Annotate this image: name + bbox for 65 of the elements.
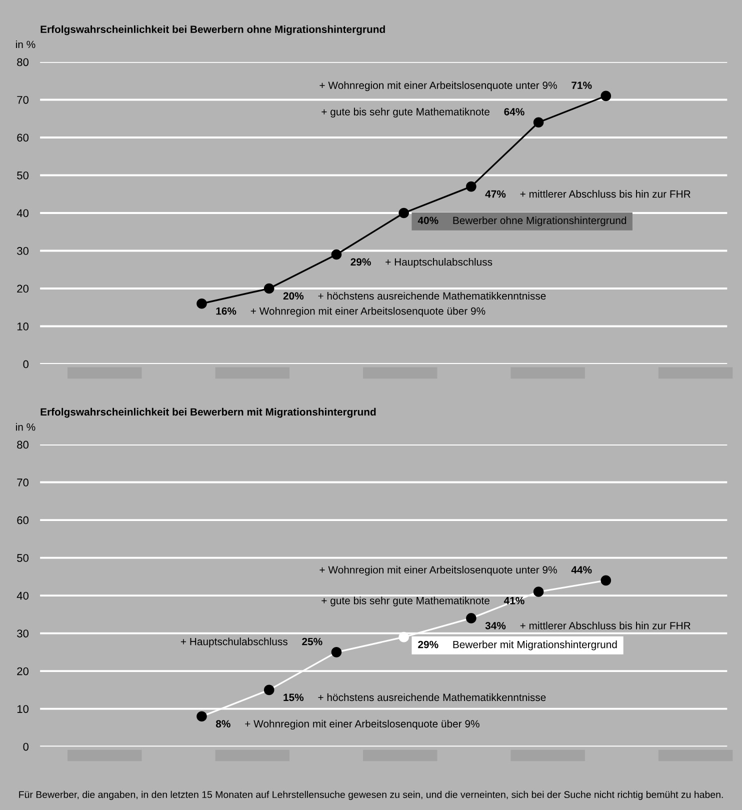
- y-axis-title: in %: [16, 423, 36, 431]
- y-tick-label: 30: [17, 247, 29, 255]
- data-label: 44%: [571, 566, 592, 574]
- point: [533, 586, 544, 597]
- y-tick-label: 30: [17, 630, 29, 638]
- annotation: + Hauptschulabschluss: [386, 258, 492, 268]
- y-axis-title: in %: [16, 40, 36, 48]
- annotation: + mittlerer Abschluss bis hin zur FHR: [520, 622, 690, 630]
- data-label: 29%: [350, 258, 371, 266]
- y-tick-label: 10: [17, 322, 29, 330]
- annotation: + Wohnregion mit einer Arbeitslosenquote über 9%: [250, 307, 486, 317]
- y-tick-label: 70: [17, 96, 29, 104]
- data-label: 15%: [284, 694, 304, 702]
- annotation: Bewerber mit Migrationshintergrund: [453, 640, 617, 650]
- point: [600, 90, 612, 102]
- data-label: 16%: [216, 307, 236, 315]
- annotation: + Hauptschulabschluss: [180, 638, 288, 648]
- data-label: 8%: [216, 720, 230, 728]
- data-label: 34%: [485, 622, 506, 630]
- text: Für Bewerber, die angaben, in den letzten 15 Monaten auf Lehrstellensuche gewesen zu sein, und die verneinten, sich bei der Suche nicht richtig bemüht zu haben.: [19, 790, 723, 800]
- point: [196, 298, 207, 309]
- y-tick-label: 20: [17, 667, 29, 676]
- point: [331, 249, 342, 260]
- annotation: + mittlerer Abschluss bis hin zur FHR: [520, 190, 690, 198]
- y-tick-label: 60: [17, 516, 29, 524]
- y-tick-label: 50: [17, 172, 29, 180]
- y-tick-label: 80: [17, 58, 29, 66]
- y-tick-label: 40: [16, 592, 29, 600]
- y-tick-label: 0: [23, 360, 29, 368]
- annotation: + gute bis sehr gute Mathematiknote: [322, 596, 490, 606]
- annotation: + gute bis sehr gute Mathematiknote: [322, 108, 490, 118]
- y-tick-label: 60: [17, 134, 29, 142]
- data-label: 64%: [504, 108, 524, 116]
- y-tick-label: 10: [17, 705, 29, 713]
- annotation: + Wohnregion mit einer Arbeitslosenquote unter 9%: [320, 566, 557, 576]
- annotation: Bewerber ohne Migrationshintergrund: [453, 216, 626, 226]
- y-tick-label: 50: [17, 554, 29, 562]
- data-label: 71%: [572, 82, 592, 89]
- y-tick-label: 0: [23, 742, 29, 751]
- point: [398, 208, 409, 218]
- data-label: 29%: [418, 640, 438, 648]
- y-tick-label: 20: [17, 284, 29, 293]
- data-label: 40%: [418, 216, 438, 224]
- chart-title: Erfolgswahrscheinlichkeit bei Bewerbern ohne Migrationshintergrund: [40, 25, 385, 36]
- y-tick-label: 40: [16, 209, 29, 218]
- data-label: 20%: [283, 292, 304, 300]
- data-label: 41%: [504, 596, 524, 604]
- point: [600, 575, 612, 586]
- chart-title: Erfolgswahrscheinlichkeit bei Bewerbern mit Migrationshintergrund: [40, 408, 376, 418]
- point: [466, 613, 476, 624]
- data-label: 47%: [485, 190, 506, 198]
- annotation: + Wohnregion mit einer Arbeitslosenquote unter 9%: [320, 81, 557, 92]
- data-label: 25%: [302, 638, 322, 646]
- point: [466, 181, 476, 192]
- y-tick-label: 80: [17, 440, 29, 449]
- y-tick-label: 70: [17, 478, 29, 486]
- point: [331, 647, 342, 658]
- point: [533, 117, 544, 128]
- annotation: + höchstens ausreichende Mathematikkenntnisse: [318, 693, 546, 702]
- point: [196, 711, 207, 722]
- point: [398, 632, 409, 642]
- annotation: + höchstens ausreichende Mathematikkenntnisse: [318, 292, 546, 300]
- point: [264, 283, 274, 294]
- annotation: + Wohnregion mit einer Arbeitslosenquote über 9%: [245, 720, 480, 730]
- point: [264, 684, 274, 696]
